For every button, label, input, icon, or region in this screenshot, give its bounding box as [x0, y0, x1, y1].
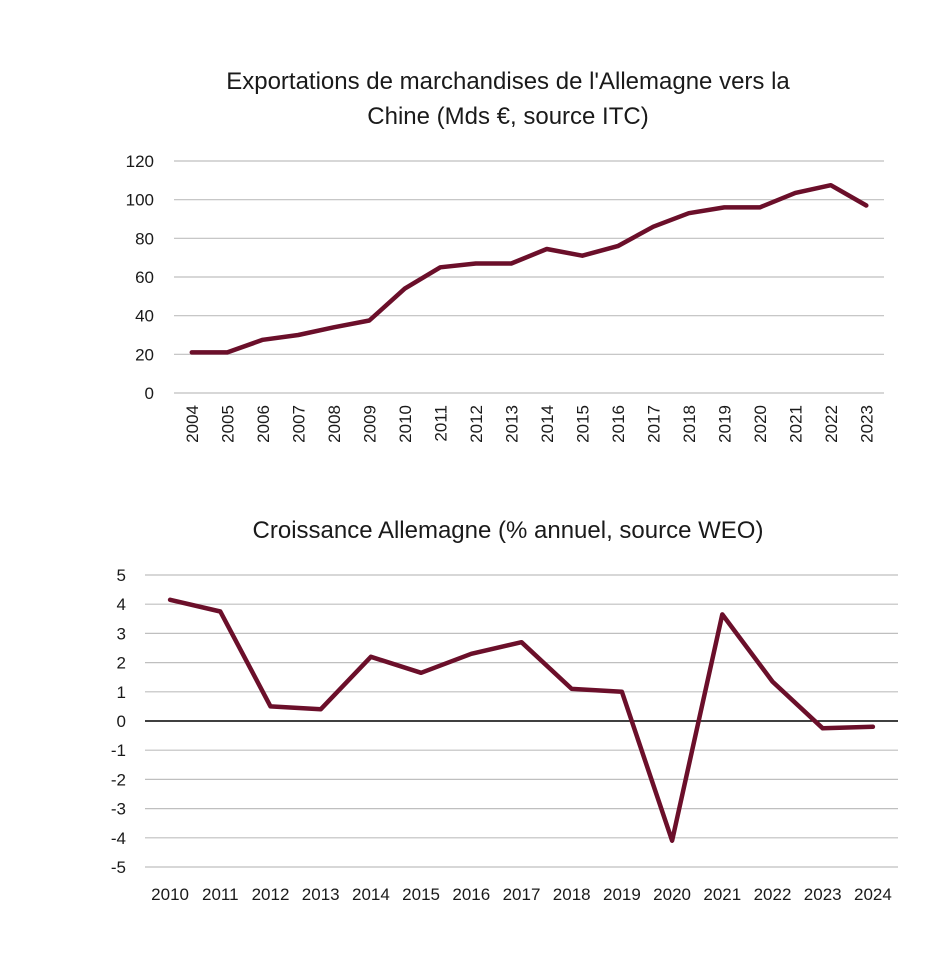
- exports-x-tick-label: 2005: [218, 405, 237, 443]
- exports-chart-y-axis: 120 100 80 60 40 20 0: [126, 152, 154, 403]
- growth-chart-series: [167, 597, 876, 843]
- exports-chart-series: [189, 182, 869, 355]
- exports-x-tick-label: 2014: [538, 405, 557, 443]
- growth-x-tick-label: 2012: [252, 885, 290, 904]
- growth-chart: Croissance Allemagne (% annuel, source W…: [111, 517, 898, 904]
- growth-chart-title: Croissance Allemagne (% annuel, source W…: [253, 517, 764, 544]
- exports-x-tick-label: 2016: [609, 405, 628, 443]
- exports-x-tick-label: 2020: [751, 405, 770, 443]
- growth-y-tick-label: 2: [117, 654, 126, 673]
- exports-chart-gridlines: [174, 160, 884, 394]
- growth-y-tick-label: -5: [111, 858, 126, 877]
- exports-x-tick-label: 2021: [786, 405, 805, 443]
- growth-y-tick-label: 3: [117, 624, 126, 643]
- exports-x-tick-label: 2011: [431, 405, 450, 442]
- exports-x-tick-label: 2022: [822, 405, 841, 443]
- growth-x-tick-label: 2010: [151, 885, 189, 904]
- growth-x-tick-label: 2017: [503, 885, 541, 904]
- growth-x-tick-label: 2018: [553, 885, 591, 904]
- exports-x-tick-label: 2019: [715, 405, 734, 443]
- exports-x-tick-label: 2018: [680, 405, 699, 443]
- exports-x-tick-label: 2004: [183, 405, 202, 443]
- growth-x-tick-label: 2023: [804, 885, 842, 904]
- exports-x-tick-label: 2015: [573, 405, 592, 443]
- growth-x-tick-label: 2015: [402, 885, 440, 904]
- exports-x-tick-label: 2009: [360, 405, 379, 443]
- exports-x-tick-label: 2013: [502, 405, 521, 443]
- growth-y-tick-label: -1: [111, 741, 126, 760]
- exports-y-tick-label: 100: [126, 191, 154, 210]
- growth-x-tick-label: 2014: [352, 885, 390, 904]
- growth-chart-x-axis: 2010 2011 2012 2013 2014 2015 2016 2017 2018 2019…: [151, 885, 892, 904]
- exports-series-line: [189, 182, 869, 355]
- exports-y-tick-label: 40: [135, 307, 154, 326]
- exports-x-tick-label: 2006: [254, 405, 273, 443]
- exports-x-tick-label: 2010: [396, 405, 415, 443]
- growth-x-tick-label: 2020: [653, 885, 691, 904]
- growth-x-tick-label: 2021: [703, 885, 741, 904]
- exports-y-tick-label: 60: [135, 268, 154, 287]
- exports-chart: Exportations de marchandises de l'Allema…: [126, 68, 884, 443]
- exports-y-tick-label: 80: [135, 229, 154, 248]
- growth-chart-y-axis: 5 4 3 2 1 0 -1 -2 -3 -4 -5: [111, 566, 126, 877]
- exports-chart-title-line-2: Chine (Mds €, source ITC): [367, 103, 648, 130]
- growth-x-tick-label: 2013: [302, 885, 340, 904]
- growth-chart-gridlines: [145, 574, 898, 868]
- growth-y-tick-label: 4: [117, 595, 126, 614]
- exports-y-tick-label: 0: [145, 384, 154, 403]
- exports-chart-x-axis: 2004 2005 2006 2007 2008 2009 2010 2011 2012 2013…: [183, 405, 877, 443]
- exports-chart-title-line-1: Exportations de marchandises de l'Allema…: [226, 68, 790, 95]
- exports-x-tick-label: 2012: [467, 405, 486, 443]
- growth-y-tick-label: -4: [111, 829, 126, 848]
- exports-x-tick-label: 2023: [857, 405, 876, 443]
- growth-x-tick-label: 2011: [202, 885, 239, 904]
- growth-x-tick-label: 2019: [603, 885, 641, 904]
- exports-x-tick-label: 2007: [289, 405, 308, 443]
- exports-x-tick-label: 2017: [644, 405, 663, 443]
- growth-y-tick-label: -3: [111, 800, 126, 819]
- growth-y-tick-label: -2: [111, 770, 126, 789]
- exports-x-tick-label: 2008: [325, 405, 344, 443]
- growth-x-tick-label: 2024: [854, 885, 892, 904]
- exports-y-tick-label: 120: [126, 152, 154, 171]
- growth-y-tick-label: 1: [117, 683, 126, 702]
- exports-y-tick-label: 20: [135, 345, 154, 364]
- growth-x-tick-label: 2022: [754, 885, 792, 904]
- growth-y-tick-label: 5: [117, 566, 126, 585]
- growth-series-line: [167, 597, 876, 843]
- growth-y-tick-label: 0: [117, 712, 126, 731]
- growth-x-tick-label: 2016: [452, 885, 490, 904]
